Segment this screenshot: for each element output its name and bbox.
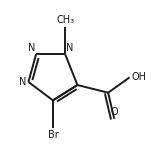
Text: N: N	[19, 77, 27, 87]
Text: Br: Br	[48, 129, 58, 140]
Text: N: N	[66, 43, 73, 53]
Text: O: O	[110, 107, 118, 117]
Text: CH₃: CH₃	[56, 15, 74, 25]
Text: OH: OH	[131, 72, 146, 82]
Text: N: N	[28, 43, 35, 53]
